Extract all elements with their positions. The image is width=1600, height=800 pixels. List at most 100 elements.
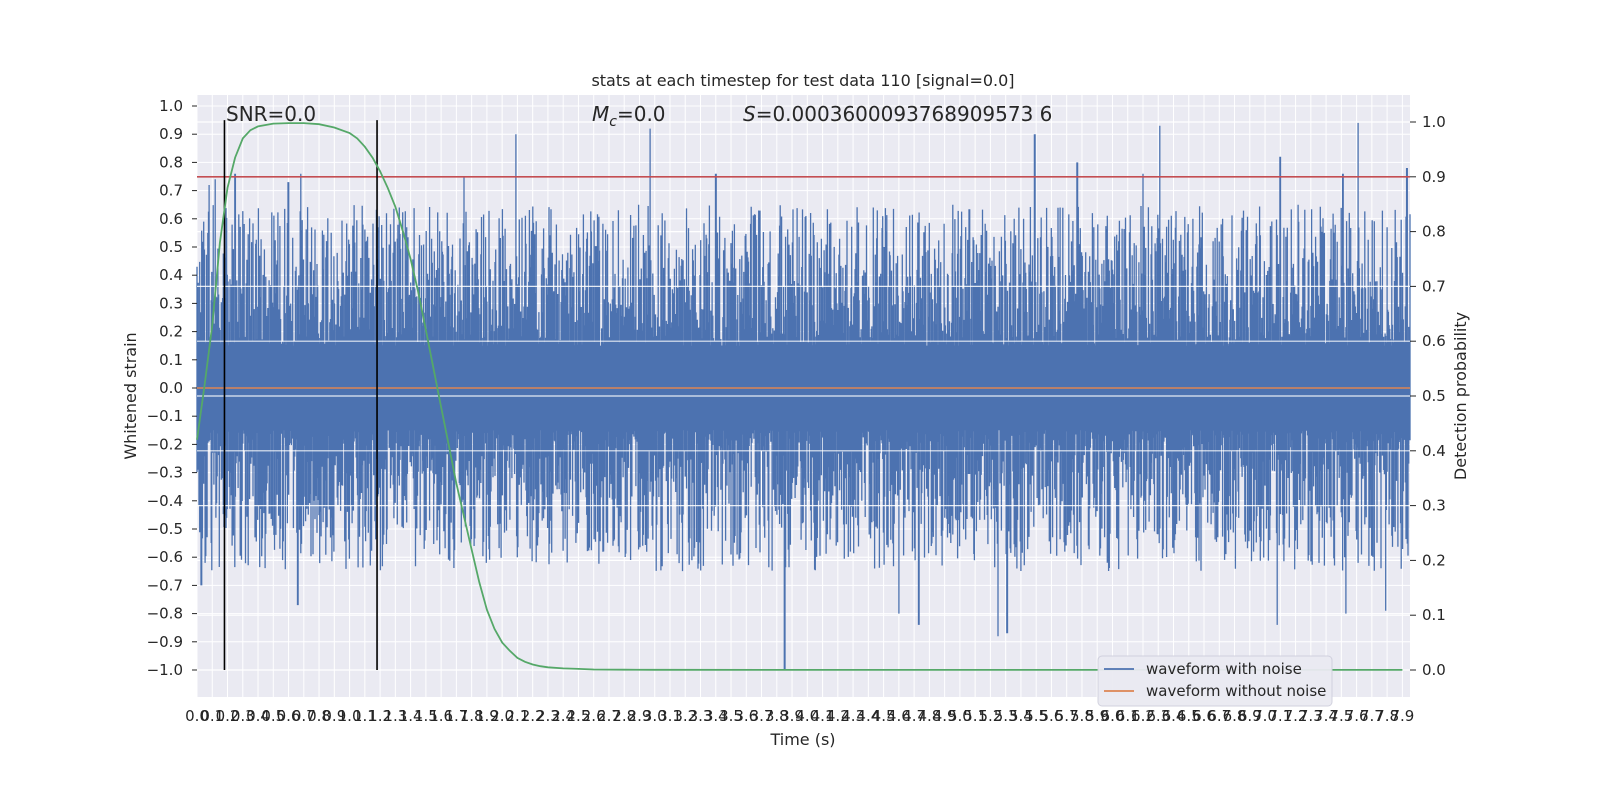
s-value: =0.0003600093768909573 6: [756, 102, 1053, 126]
x-tick-label: 3.1: [658, 707, 682, 725]
y-tick-label: −0.2: [147, 435, 183, 453]
x-tick-label: 3.7: [750, 707, 774, 725]
y-tick-label: 0.2: [159, 323, 183, 341]
x-tick-label: 7.3: [1299, 707, 1323, 725]
x-tick-label: 6.9: [1238, 707, 1262, 725]
x-tick-label: 5.0: [948, 707, 972, 725]
x-tick-label: 4.4: [856, 707, 880, 725]
x-tick-label: 1.7: [444, 707, 468, 725]
snr-annotation: SNR=0.0: [226, 102, 316, 126]
y-tick-label: 0.3: [159, 294, 183, 312]
y2-axis-ticks: 1.0 0.9 0.8 0.7 0.6 0.5 0.4 0.3 0.2 0.1 0.0: [1410, 113, 1446, 679]
x-tick-label: 5.7: [1055, 707, 1079, 725]
x-tick-label: 6.7: [1207, 707, 1231, 725]
x-tick-label: 4.9: [933, 707, 957, 725]
mc-subscript: c: [609, 114, 617, 130]
y2-tick-label: 0.5: [1422, 387, 1446, 405]
x-tick-label: 6.2: [1131, 707, 1155, 725]
x-tick-label: 5.3: [994, 707, 1018, 725]
x-tick-label: 7.5: [1329, 707, 1353, 725]
y2-tick-label: 0.3: [1422, 497, 1446, 515]
overlay-lines: [196, 120, 1410, 671]
x-tick-label: 2.0: [490, 707, 514, 725]
x-tick-label: 5.9: [1085, 707, 1109, 725]
y-tick-label: −0.9: [147, 633, 183, 651]
x-tick-label: 7.6: [1345, 707, 1369, 725]
x-tick-label: 1.2: [368, 707, 392, 725]
x-tick-label: 0.3: [231, 707, 255, 725]
y2-tick-label: 0.1: [1422, 606, 1446, 624]
x-tick-label: 2.4: [551, 707, 575, 725]
y-axis-label: Whitened strain: [121, 332, 140, 459]
x-tick-label: 6.3: [1146, 707, 1170, 725]
x-tick-label: 7.0: [1253, 707, 1277, 725]
x-tick-label: 5.2: [978, 707, 1002, 725]
mc-value: =0.0: [617, 102, 666, 126]
x-tick-label: 6.6: [1192, 707, 1216, 725]
x-tick-label: 6.0: [1101, 707, 1125, 725]
y-axis-ticks: 1.0 0.9 0.8 0.7 0.6 0.5 0.4 0.3 0.2 0.1 0.0 −0.1 −0.…: [147, 97, 197, 679]
chirp-mass-annotation: Mc=0.0: [592, 102, 666, 130]
noise-trace: [196, 122, 1411, 670]
x-tick-label: 5.8: [1070, 707, 1094, 725]
x-tick-label: 3.0: [643, 707, 667, 725]
y-tick-label: −0.3: [147, 464, 183, 482]
x-tick-label: 7.8: [1375, 707, 1399, 725]
x-tick-label: 1.5: [414, 707, 438, 725]
x-tick-label: 1.4: [399, 707, 423, 725]
x-tick-label: 6.5: [1177, 707, 1201, 725]
x-tick-label: 0.8: [307, 707, 331, 725]
x-tick-label: 0.1: [200, 707, 224, 725]
x-tick-label: 0.4: [246, 707, 270, 725]
y-tick-label: 0.4: [159, 266, 183, 284]
x-tick-label: 6.8: [1223, 707, 1247, 725]
y-tick-label: −0.6: [147, 548, 183, 566]
y-tick-label: 0.0: [159, 379, 183, 397]
x-tick-label: 5.1: [963, 707, 987, 725]
legend-label: waveform with noise: [1146, 660, 1302, 678]
x-tick-label: 5.5: [1024, 707, 1048, 725]
y2-tick-label: 0.9: [1422, 168, 1446, 186]
x-tick-label: 3.4: [704, 707, 728, 725]
x-axis-label: Time (s): [769, 730, 835, 749]
x-tick-label: 3.6: [734, 707, 758, 725]
x-tick-label: 4.8: [917, 707, 941, 725]
legend-box: [1097, 655, 1333, 707]
y-tick-label: 0.6: [159, 210, 183, 228]
detection-probability-line: [196, 122, 1403, 671]
x-tick-label: 3.3: [689, 707, 713, 725]
y2-tick-label: 0.2: [1422, 551, 1446, 569]
y-tick-label: 0.7: [159, 182, 183, 200]
y2-tick-label: 0.6: [1422, 332, 1446, 350]
x-tick-label: 4.7: [902, 707, 926, 725]
y-tick-label: 0.1: [159, 351, 183, 369]
x-tick-label: 5.6: [1040, 707, 1064, 725]
y2-tick-label: 0.8: [1422, 223, 1446, 241]
y-tick-label: 0.9: [159, 125, 183, 143]
y-tick-label: −0.1: [147, 407, 183, 425]
x-tick-label: 4.1: [811, 707, 835, 725]
legend: waveform with noise waveform without nois…: [1097, 655, 1333, 707]
y-tick-label: −0.4: [147, 492, 183, 510]
x-tick-label: 0.9: [322, 707, 346, 725]
x-tick-label: 0.2: [216, 707, 240, 725]
y2-tick-label: 0.4: [1422, 442, 1446, 460]
x-axis-ticks: 0.00.10.20.30.40.50.60.70.80.91.01.11.21…: [185, 707, 1414, 725]
y2-axis-label: Detection probability: [1451, 312, 1470, 480]
x-tick-label: 6.1: [1116, 707, 1140, 725]
x-tick-label: 0.0: [185, 707, 209, 725]
y-tick-label: 0.5: [159, 238, 183, 256]
x-tick-label: 1.1: [353, 707, 377, 725]
y2-tick-label: 1.0: [1422, 113, 1446, 131]
x-tick-label: 2.5: [567, 707, 591, 725]
x-tick-label: 7.9: [1390, 707, 1414, 725]
x-tick-label: 2.1: [505, 707, 529, 725]
y2-tick-label: 0.0: [1422, 661, 1446, 679]
x-tick-label: 6.4: [1162, 707, 1186, 725]
x-tick-label: 2.8: [612, 707, 636, 725]
x-tick-label: 0.7: [292, 707, 316, 725]
s-symbol: S: [743, 102, 756, 126]
x-tick-label: 0.5: [261, 707, 285, 725]
x-tick-label: 3.5: [719, 707, 743, 725]
y-tick-label: 1.0: [159, 97, 183, 115]
